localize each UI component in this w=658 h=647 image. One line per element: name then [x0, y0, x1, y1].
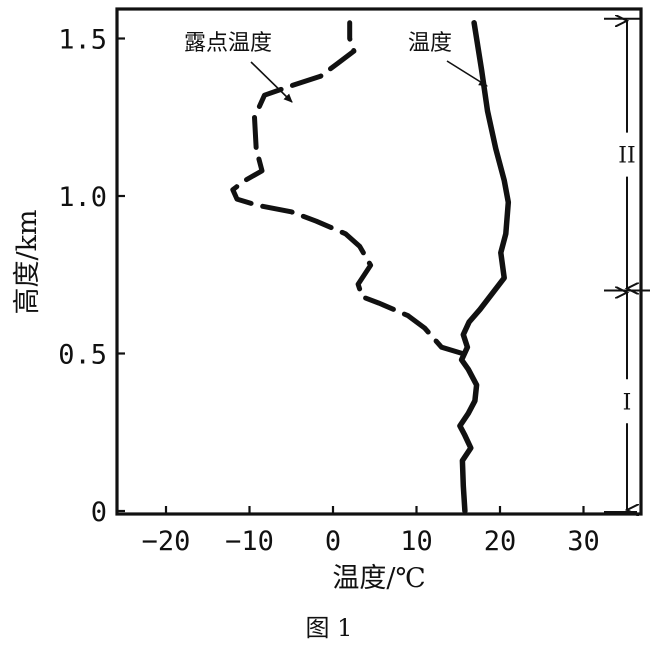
y-tick-label: 1.0: [58, 182, 107, 213]
y-axis-ticks: 0 0.5 1.0 1.5: [58, 25, 125, 528]
annotation-temperature-arrow: [446, 60, 488, 87]
y-tick-label: 0: [91, 497, 107, 528]
annotation-temperature: 温度: [408, 31, 452, 56]
plot-frame: [115, 7, 643, 516]
layer-label-II: II: [618, 144, 635, 169]
x-tick-label: −10: [225, 526, 274, 557]
y-tick-label: 0.5: [58, 340, 107, 371]
x-axis-label: 温度/℃: [332, 563, 425, 594]
x-tick-label: −20: [142, 526, 191, 557]
x-tick-label: 20: [484, 526, 517, 557]
layer-brackets: III: [604, 19, 650, 512]
series-line-temperature: [457, 20, 512, 514]
annotation-dewpoint-arrow: [250, 61, 293, 103]
x-tick-label: 10: [400, 526, 433, 557]
series-layer: [230, 20, 512, 514]
x-tick-label: 0: [325, 526, 341, 557]
series-line-dewpoint: [230, 20, 465, 356]
annotation-dewpoint: 露点温度: [184, 31, 272, 56]
x-axis-ticks: −20 −10 0 10 20 30: [142, 506, 600, 557]
y-axis-label: 高度/km: [12, 209, 43, 314]
figure-caption: 图 1: [305, 614, 353, 642]
y-tick-label: 1.5: [58, 25, 107, 56]
layer-label-I: I: [623, 390, 632, 415]
x-tick-label: 30: [567, 526, 600, 557]
